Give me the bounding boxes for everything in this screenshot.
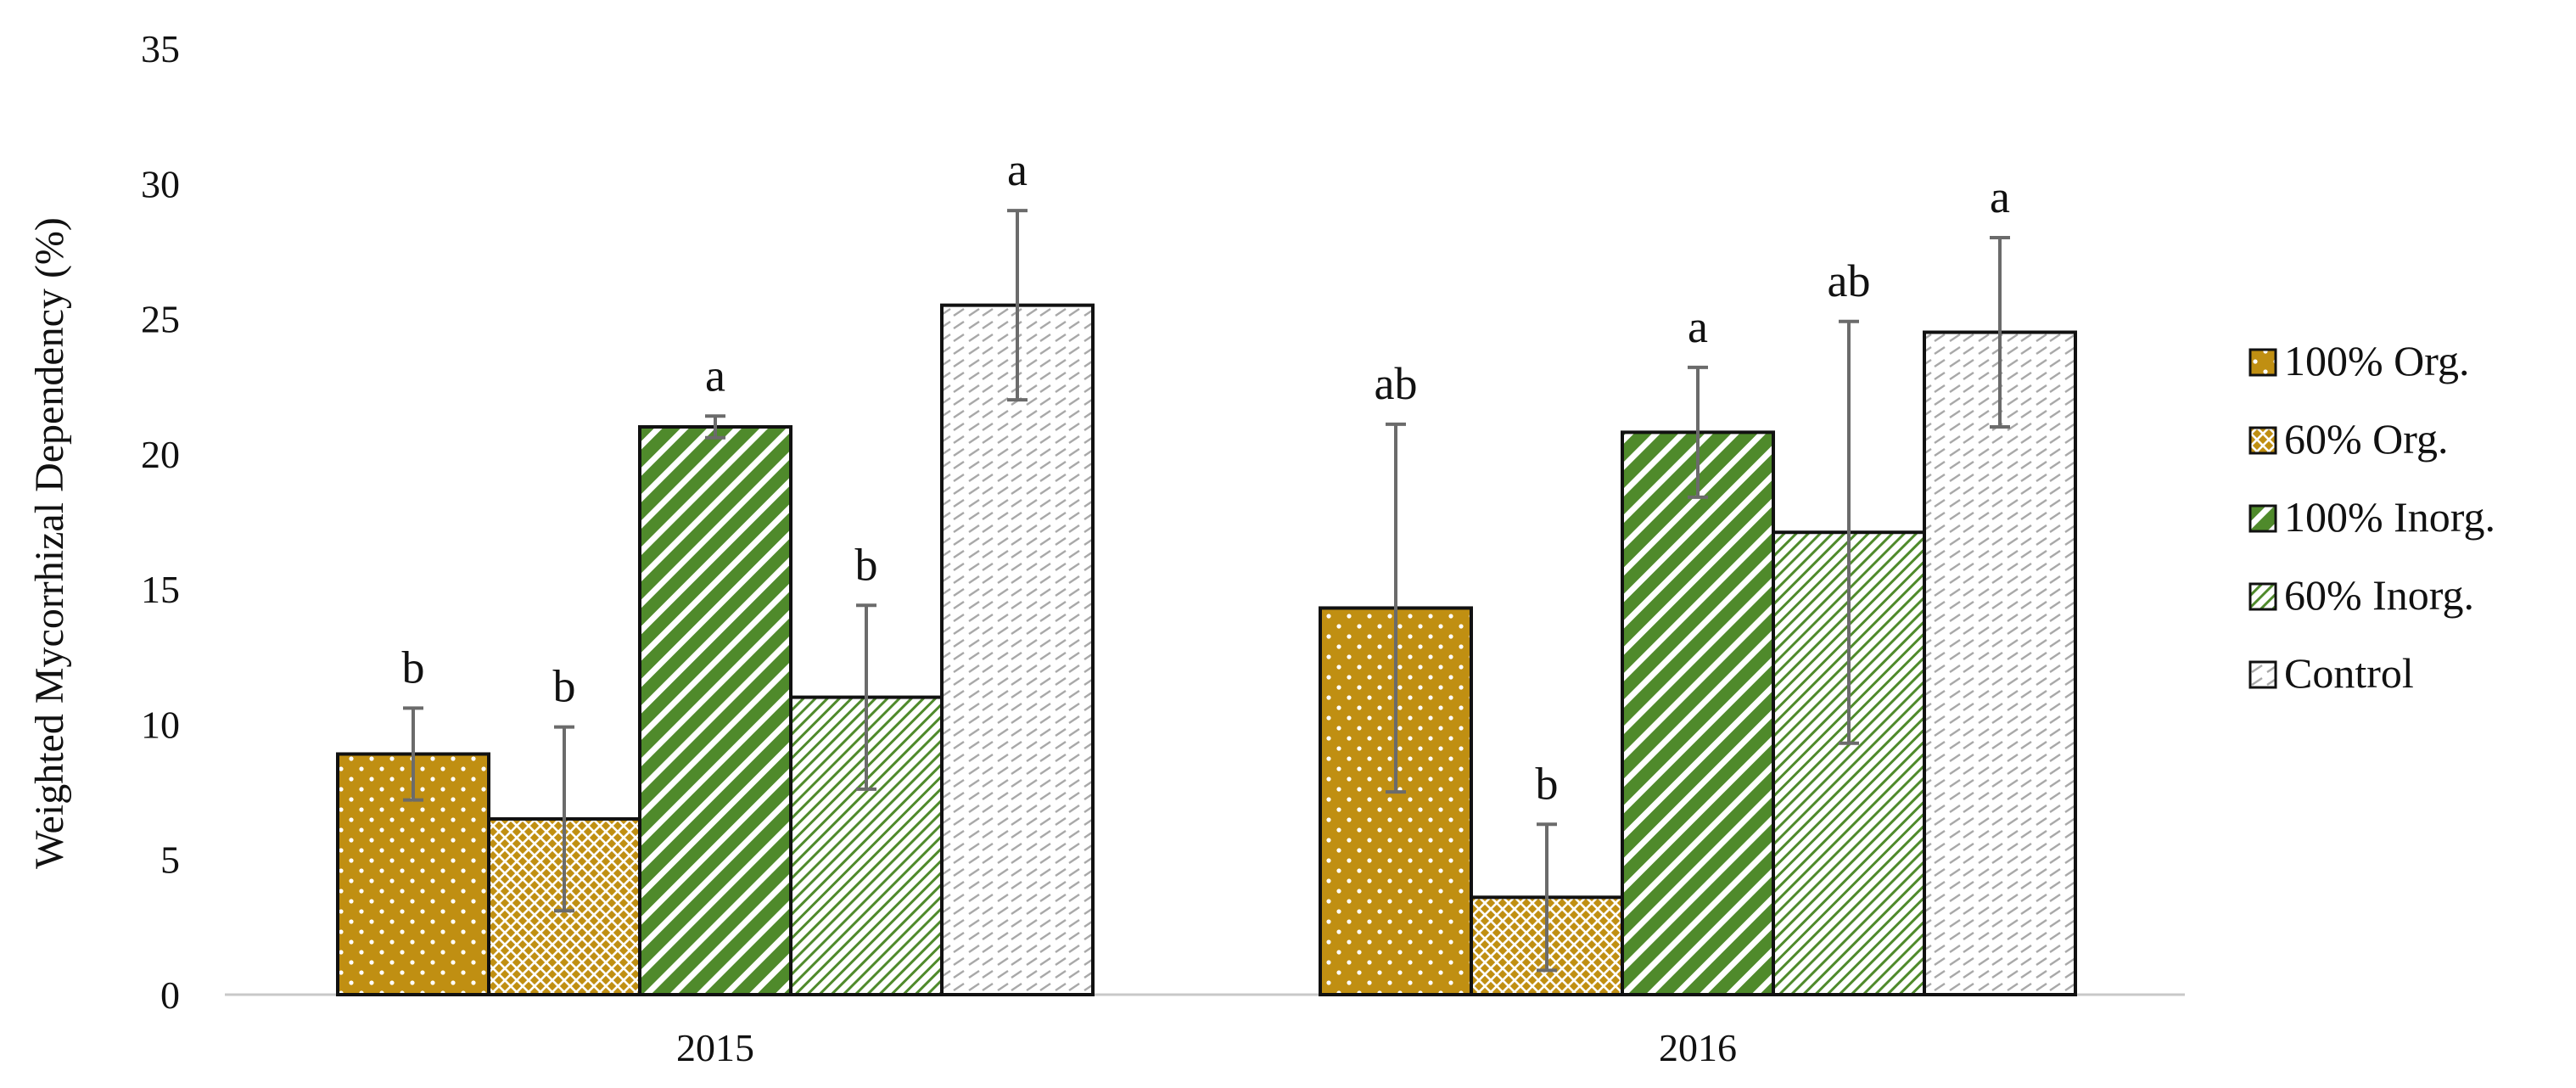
legend-swatch (2248, 504, 2277, 533)
legend-label: 60% Org. (2284, 415, 2449, 463)
significance-label: a (1688, 301, 1708, 352)
legend-item: 60% Org. (2248, 415, 2449, 463)
y-tick-label: 35 (141, 27, 180, 70)
y-tick-label: 5 (160, 838, 180, 882)
legend-swatch (2248, 582, 2277, 611)
legend-item: 60% Inorg. (2248, 571, 2474, 619)
legend-swatch (2248, 426, 2277, 455)
significance-label: a (705, 350, 725, 401)
y-axis: 0 5 10 15 20 25 30 35 (141, 27, 180, 1017)
legend-swatch (2248, 348, 2277, 377)
y-tick-label: 25 (141, 298, 180, 341)
x-category-label: 2015 (676, 1026, 754, 1069)
significance-label: b (402, 642, 425, 693)
legend-item: 100% Org. (2248, 337, 2470, 384)
bar-group-2015: b b a b a (336, 144, 1095, 997)
y-tick-label: 15 (141, 568, 180, 611)
bar (1621, 430, 1775, 997)
legend-label: 60% Inorg. (2284, 571, 2474, 619)
significance-label: a (1007, 144, 1028, 195)
x-category-label: 2016 (1659, 1026, 1737, 1069)
significance-label: b (1536, 758, 1559, 809)
bar (1923, 330, 2077, 996)
significance-label: ab (1375, 358, 1418, 409)
significance-label: b (855, 539, 878, 590)
x-axis: 2015 2016 (225, 993, 2185, 1069)
y-axis-title: Weighted Mycorrhizal Dependency (%) (27, 217, 72, 869)
legend-label: 100% Inorg. (2284, 493, 2495, 541)
bar-group-2016: ab b a ab a (1319, 171, 2077, 997)
bar (638, 425, 792, 996)
legend-label: 100% Org. (2284, 337, 2470, 384)
bar (940, 303, 1095, 996)
legend-label: Control (2284, 649, 2414, 697)
legend-swatch (2248, 660, 2277, 689)
y-tick-label: 0 (160, 973, 180, 1017)
significance-label: a (1990, 171, 2010, 222)
y-tick-label: 20 (141, 433, 180, 476)
legend-item: 100% Inorg. (2248, 493, 2495, 541)
significance-label: ab (1828, 255, 1871, 306)
legend: 100% Org. 60% Org. 100% Inorg. 60% Inorg. Co… (2248, 337, 2495, 697)
y-tick-label: 30 (141, 162, 180, 205)
significance-label: b (553, 661, 576, 712)
legend-item: Control (2248, 649, 2414, 697)
y-tick-label: 10 (141, 703, 180, 746)
bar (789, 695, 944, 996)
